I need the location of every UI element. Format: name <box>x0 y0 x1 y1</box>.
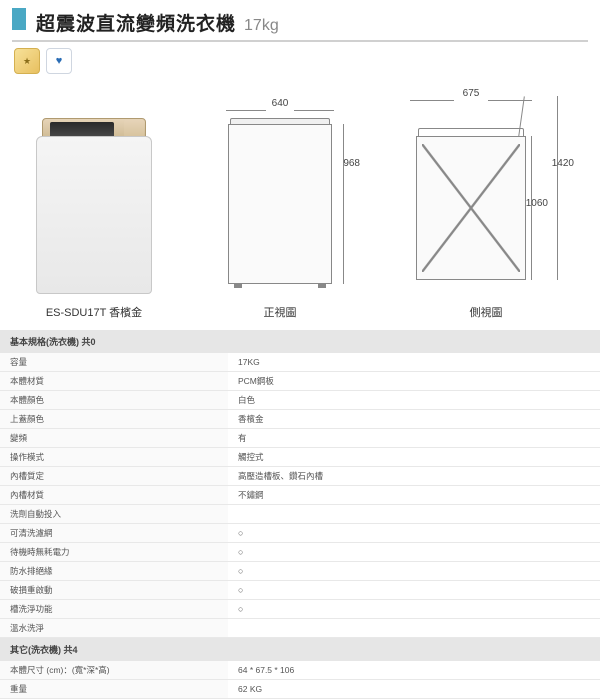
spec-table-1: 本體尺寸 (cm)：(寬*深*高)64 * 67.5 * 106重量62 KG <box>0 661 600 699</box>
table-row: 洗劑自動投入 <box>0 505 600 524</box>
table-row: 本體尺寸 (cm)：(寬*深*高)64 * 67.5 * 106 <box>0 661 600 680</box>
spec-section-0: 基本規格(洗衣機) 共0 容量17KG本體材質PCM鋼板本體顏色白色上蓋顏色香檳… <box>0 330 600 638</box>
badge-row: ★ <box>12 46 588 80</box>
side-view-col: 675 1420 1060 側視圖 <box>396 88 576 320</box>
side-body-height-dim: 1060 <box>526 198 548 209</box>
spec-section-1: 其它(洗衣機) 共4 本體尺寸 (cm)：(寬*深*高)64 * 67.5 * … <box>0 638 600 699</box>
table-row: 可清洗濾網○ <box>0 524 600 543</box>
spec-header-1: 其它(洗衣機) 共4 <box>0 638 600 661</box>
spec-value: 64 * 67.5 * 106 <box>228 661 600 680</box>
table-row: 操作模式觸控式 <box>0 448 600 467</box>
spec-value: ○ <box>228 562 600 581</box>
table-row: 內槽質定高壓造槽板、鑽石內槽 <box>0 467 600 486</box>
spec-label: 本體顏色 <box>0 391 228 410</box>
spec-value <box>228 619 600 638</box>
eco-badge-icon <box>46 48 72 74</box>
spec-value: 香檳金 <box>228 410 600 429</box>
spec-label: 上蓋顏色 <box>0 410 228 429</box>
spec-label: 待機時無耗電力 <box>0 543 228 562</box>
capacity-label: 17kg <box>244 17 279 35</box>
spec-value: ○ <box>228 581 600 600</box>
spec-table-0: 容量17KG本體材質PCM鋼板本體顏色白色上蓋顏色香檳金變頻有操作模式觸控式內槽… <box>0 353 600 638</box>
spec-label: 容量 <box>0 353 228 372</box>
energy-badge-icon: ★ <box>14 48 40 74</box>
front-view-diagram: 640 968 <box>200 98 360 298</box>
spec-value: ○ <box>228 600 600 619</box>
product-title: 超震波直流變頻洗衣機 <box>36 9 236 36</box>
spec-value: ○ <box>228 543 600 562</box>
spec-value: 高壓造槽板、鑽石內槽 <box>228 467 600 486</box>
diagram-row: ES-SDU17T 香檳金 640 968 正視圖 675 1420 1060 … <box>0 84 600 330</box>
spec-value: 不鏽鋼 <box>228 486 600 505</box>
spec-label: 內槽質定 <box>0 467 228 486</box>
table-row: 槽洗淨功能○ <box>0 600 600 619</box>
spec-label: 操作模式 <box>0 448 228 467</box>
spec-value: 17KG <box>228 353 600 372</box>
product-photo <box>24 108 164 298</box>
side-open-height-dim: 1420 <box>552 158 574 169</box>
front-height-dim: 968 <box>343 158 360 169</box>
spec-header-0: 基本規格(洗衣機) 共0 <box>0 330 600 353</box>
table-row: 防水排絕緣○ <box>0 562 600 581</box>
spec-label: 變頻 <box>0 429 228 448</box>
table-row: 容量17KG <box>0 353 600 372</box>
table-row: 待機時無耗電力○ <box>0 543 600 562</box>
front-view-col: 640 968 正視圖 <box>200 98 360 320</box>
spec-value: 觸控式 <box>228 448 600 467</box>
spec-value: PCM鋼板 <box>228 372 600 391</box>
side-depth-dim: 675 <box>416 88 526 99</box>
accent-bar <box>12 8 26 30</box>
spec-value <box>228 505 600 524</box>
front-width-dim: 640 <box>230 98 330 109</box>
table-row: 本體顏色白色 <box>0 391 600 410</box>
table-row: 上蓋顏色香檳金 <box>0 410 600 429</box>
spec-label: 重量 <box>0 680 228 699</box>
table-row: 本體材質PCM鋼板 <box>0 372 600 391</box>
table-row: 變頻有 <box>0 429 600 448</box>
spec-label: 洗劑自動投入 <box>0 505 228 524</box>
front-view-label: 正視圖 <box>264 304 297 320</box>
spec-label: 破損重啟動 <box>0 581 228 600</box>
table-row: 重量62 KG <box>0 680 600 699</box>
photo-label: ES-SDU17T 香檳金 <box>46 304 142 320</box>
spec-label: 本體材質 <box>0 372 228 391</box>
spec-label: 槽洗淨功能 <box>0 600 228 619</box>
spec-label: 內槽材質 <box>0 486 228 505</box>
spec-value: 62 KG <box>228 680 600 699</box>
side-view-label: 側視圖 <box>470 304 503 320</box>
spec-label: 可清洗濾網 <box>0 524 228 543</box>
product-photo-col: ES-SDU17T 香檳金 <box>24 108 164 320</box>
spec-label: 本體尺寸 (cm)：(寬*深*高) <box>0 661 228 680</box>
spec-value: 白色 <box>228 391 600 410</box>
spec-label: 溫水洗淨 <box>0 619 228 638</box>
table-row: 內槽材質不鏽鋼 <box>0 486 600 505</box>
spec-value: 有 <box>228 429 600 448</box>
spec-label: 防水排絕緣 <box>0 562 228 581</box>
spec-value: ○ <box>228 524 600 543</box>
table-row: 溫水洗淨 <box>0 619 600 638</box>
table-row: 破損重啟動○ <box>0 581 600 600</box>
side-view-diagram: 675 1420 1060 <box>396 88 576 298</box>
